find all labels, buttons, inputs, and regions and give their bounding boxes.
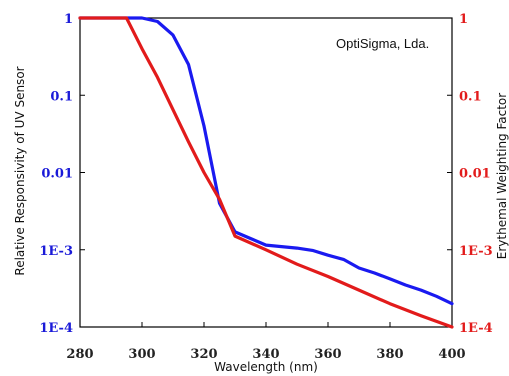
erythemal-weighting-line xyxy=(78,16,454,329)
y-right-tick-label: 1 xyxy=(459,12,468,27)
annotation-label: OptiSigma, Lda. xyxy=(336,36,429,51)
series-layer xyxy=(78,16,454,329)
y-right-tick-label: 1E-4 xyxy=(459,321,493,336)
x-tick-label: 320 xyxy=(190,347,217,362)
x-axis-ticks: 280 300 320 340 360 380 400 xyxy=(66,322,466,362)
x-tick-label: 340 xyxy=(252,347,279,362)
y-right-tick-label: 0.1 xyxy=(459,89,482,104)
y-left-tick-label: 1E-3 xyxy=(39,244,73,259)
x-tick-label: 280 xyxy=(66,347,93,362)
y-left-tick-label: 1E-4 xyxy=(39,321,73,336)
x-tick-label: 380 xyxy=(376,347,403,362)
y-axis-ticks: 1 0.1 0.01 1E-3 1E-4 1 0.1 0.01 1E-3 1E-4 xyxy=(39,12,492,336)
y-left-tick-label: 1 xyxy=(64,12,73,27)
y-axis-label-left: Relative Responsivity of UV Sensor xyxy=(13,66,27,275)
y-right-tick-label: 1E-3 xyxy=(459,244,493,259)
x-tick-label: 300 xyxy=(128,347,155,362)
x-axis-label: Wavelength (nm) xyxy=(214,360,318,374)
y-left-tick-label: 0.1 xyxy=(50,89,73,104)
x-tick-label: 360 xyxy=(314,347,341,362)
y-right-tick-label: 0.01 xyxy=(459,167,491,182)
x-tick-label: 400 xyxy=(438,347,465,362)
uv-sensor-responsivity-line xyxy=(78,16,454,306)
y-left-tick-label: 0.01 xyxy=(41,167,73,182)
y-axis-label-right: Erythemal Weighting Factor xyxy=(495,93,509,259)
